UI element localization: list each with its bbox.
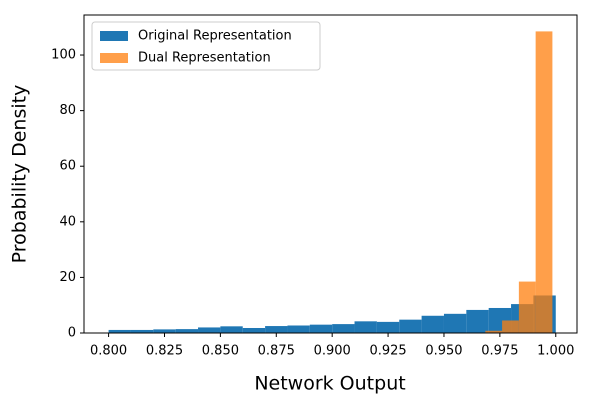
y-tick-label: 20 xyxy=(59,270,76,285)
legend-swatch xyxy=(100,31,128,41)
histogram-bar xyxy=(421,315,444,333)
histogram-bar xyxy=(265,326,288,333)
plot-frame xyxy=(83,14,578,334)
histogram-bar xyxy=(485,330,503,333)
legend-box xyxy=(91,21,321,71)
legend-swatch xyxy=(100,53,128,63)
histogram-bar xyxy=(287,325,310,333)
y-tick-label: 100 xyxy=(51,48,76,63)
histogram-bar xyxy=(443,313,467,333)
histogram-bar xyxy=(502,320,519,333)
histogram-bar xyxy=(108,329,131,333)
histogram-bar xyxy=(175,329,199,333)
y-tick-label: 40 xyxy=(59,214,76,229)
x-tick-label: 0.825 xyxy=(146,344,183,359)
x-tick-label: 0.800 xyxy=(90,344,127,359)
legend-label: Original Representation xyxy=(138,29,292,44)
histogram-bar xyxy=(242,327,266,333)
histogram-bar xyxy=(198,327,221,333)
y-tick-label: 80 xyxy=(59,103,76,118)
histogram-bar xyxy=(399,319,422,333)
x-axis-label: Network Output xyxy=(254,373,405,395)
legend-label: Dual Representation xyxy=(138,51,271,66)
histogram-bar xyxy=(376,321,400,333)
x-tick-label: 0.850 xyxy=(202,344,239,359)
histogram-bar xyxy=(309,324,333,333)
x-tick-label: 0.950 xyxy=(425,344,462,359)
histogram-bar xyxy=(220,326,243,333)
histogram-bar xyxy=(153,329,176,333)
histogram-bar xyxy=(466,309,489,333)
histogram-bar xyxy=(518,281,536,333)
x-tick-label: 0.925 xyxy=(369,344,406,359)
x-tick-label: 0.900 xyxy=(314,344,351,359)
x-tick-label: 0.975 xyxy=(481,344,518,359)
histogram-bar xyxy=(535,31,553,333)
y-tick-label: 0 xyxy=(68,326,76,341)
histogram-bar xyxy=(130,329,154,333)
y-axis-label: Probability Density xyxy=(9,85,31,264)
y-tick-label: 60 xyxy=(59,159,76,174)
x-tick-label: 1.000 xyxy=(537,344,574,359)
histogram-bar xyxy=(354,321,377,333)
x-tick-label: 0.875 xyxy=(258,344,295,359)
histogram-bar xyxy=(332,324,355,333)
